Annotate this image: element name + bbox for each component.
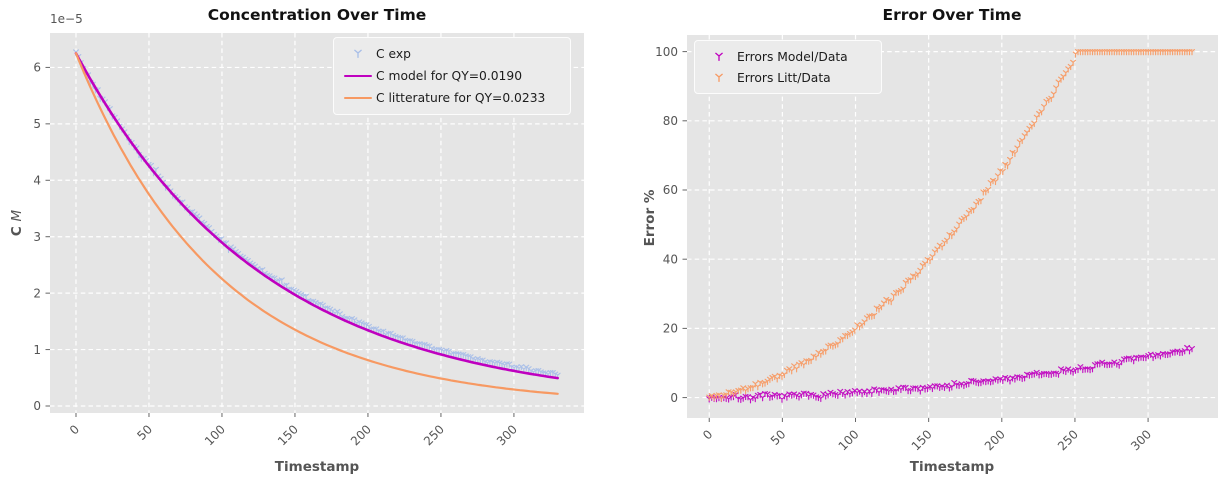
svg-text:50: 50: [134, 422, 155, 443]
svg-text:150: 150: [275, 422, 301, 448]
line-swatch-icon: [340, 96, 376, 100]
legend-item-c-model: C model for QY=0.0190: [340, 65, 562, 87]
svg-text:100: 100: [836, 427, 862, 453]
left-y-axis-label-main: C: [9, 226, 25, 237]
svg-text:0: 0: [33, 399, 41, 413]
right-y-axis-label: Error %: [642, 189, 658, 247]
left-chart-title: Concentration Over Time: [207, 6, 427, 24]
legend-label: Errors Litt/Data: [737, 70, 831, 85]
left-y-axis-label: C M: [9, 210, 25, 236]
legend-item-errors-model: Errors Model/Data: [701, 46, 873, 67]
y-axis-offset-text: 1e−5: [50, 12, 83, 26]
svg-text:200: 200: [982, 427, 1008, 453]
left-chart-legend: C exp C model for QY=0.0190 C litteratur…: [333, 37, 571, 115]
svg-text:5: 5: [33, 117, 41, 131]
svg-text:0: 0: [700, 427, 715, 442]
legend-item-errors-litt: Errors Litt/Data: [701, 67, 873, 88]
svg-text:200: 200: [348, 422, 374, 448]
line-swatch-icon: [340, 74, 376, 78]
svg-text:20: 20: [663, 322, 678, 336]
svg-text:250: 250: [1055, 427, 1081, 453]
svg-text:3: 3: [33, 230, 41, 244]
left-x-axis-label: Timestamp: [274, 459, 360, 475]
left-y-axis-label-unit: M: [9, 209, 25, 222]
legend-label: C litterature for QY=0.0233: [376, 91, 546, 105]
svg-text:0: 0: [670, 391, 678, 405]
svg-text:50: 50: [768, 427, 789, 448]
svg-text:300: 300: [494, 422, 520, 448]
svg-text:4: 4: [33, 173, 41, 187]
svg-text:0: 0: [67, 422, 82, 437]
svg-text:6: 6: [33, 61, 41, 75]
svg-text:2: 2: [33, 286, 41, 300]
tri-down-marker-icon: [340, 47, 376, 61]
right-chart-legend: Errors Model/Data Errors Litt/Data: [694, 40, 882, 94]
svg-text:1: 1: [33, 343, 41, 357]
legend-item-c-litterature: C litterature for QY=0.0233: [340, 87, 562, 109]
svg-text:150: 150: [909, 427, 935, 453]
legend-label: C model for QY=0.0190: [376, 69, 523, 83]
svg-text:100: 100: [202, 422, 228, 448]
svg-text:100: 100: [655, 45, 678, 59]
svg-text:300: 300: [1128, 427, 1154, 453]
right-chart-title: Error Over Time: [882, 6, 1022, 24]
legend-label: Errors Model/Data: [737, 49, 848, 64]
right-x-axis-label: Timestamp: [909, 459, 995, 475]
svg-text:250: 250: [421, 422, 447, 448]
legend-label: C exp: [376, 47, 411, 61]
svg-text:80: 80: [663, 114, 678, 128]
svg-text:40: 40: [663, 252, 678, 266]
tri-down-marker-icon: [701, 50, 737, 64]
svg-text:60: 60: [663, 183, 678, 197]
legend-item-c-exp: C exp: [340, 43, 562, 65]
tri-down-marker-icon: [701, 71, 737, 85]
